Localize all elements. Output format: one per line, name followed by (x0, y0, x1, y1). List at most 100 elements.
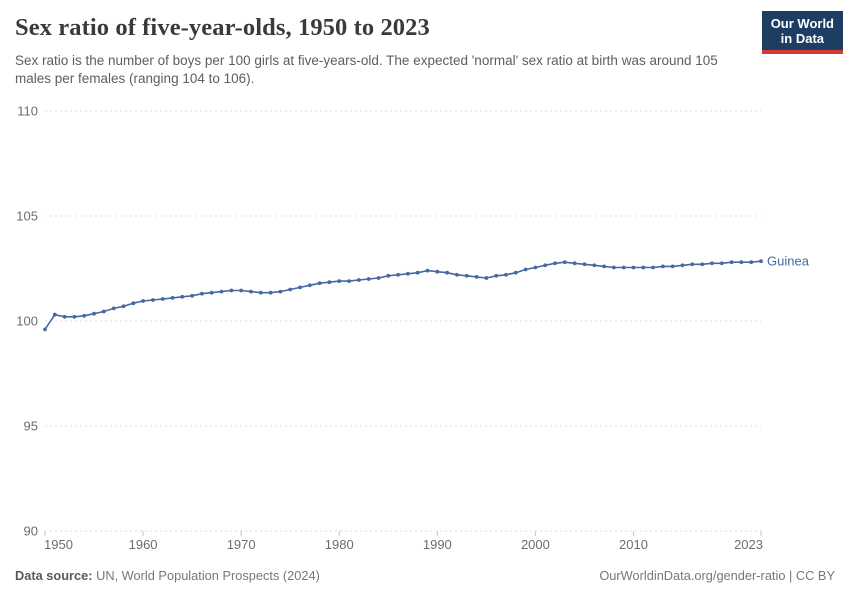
data-point-1984[interactable] (376, 276, 381, 280)
data-point-2007[interactable] (602, 264, 606, 269)
data-point-1991[interactable] (445, 270, 449, 275)
data-point-1989[interactable] (425, 268, 430, 273)
data-point-2008[interactable] (612, 265, 616, 270)
data-point-2021[interactable] (739, 260, 744, 265)
data-point-2011[interactable] (641, 265, 646, 270)
data-point-1973[interactable] (268, 290, 273, 295)
data-point-1961[interactable] (151, 298, 155, 302)
y-axis-label-90: 90 (24, 524, 38, 539)
data-point-1959[interactable] (131, 301, 136, 306)
data-source-text: UN, World Population Prospects (2024) (92, 568, 320, 583)
data-point-1986[interactable] (396, 272, 400, 277)
data-point-1967[interactable] (209, 290, 214, 295)
data-point-2012[interactable] (651, 265, 655, 270)
chart-subtitle: Sex ratio is the number of boys per 100 … (15, 53, 718, 86)
data-point-1999[interactable] (523, 267, 528, 272)
chart-title: Sex ratio of five-year-olds, 1950 to 202… (15, 14, 430, 41)
chart-footer: Data source: UN, World Population Prospe… (15, 568, 835, 583)
data-point-1978[interactable] (317, 281, 322, 286)
data-point-1969[interactable] (229, 288, 234, 293)
data-point-2009[interactable] (621, 265, 626, 270)
x-axis-label-2000: 2000 (521, 537, 550, 552)
data-point-1956[interactable] (101, 309, 106, 314)
logo-red-bar (761, 50, 843, 54)
data-point-2023[interactable] (759, 259, 763, 264)
data-point-1993[interactable] (464, 273, 469, 278)
data-point-2006[interactable] (592, 263, 597, 268)
data-point-2017[interactable] (700, 262, 705, 267)
data-point-1965[interactable] (190, 293, 195, 298)
data-point-1992[interactable] (455, 272, 459, 277)
data-point-1968[interactable] (219, 289, 224, 294)
data-point-1980[interactable] (337, 279, 342, 283)
data-point-1975[interactable] (288, 287, 293, 292)
data-point-1952[interactable] (62, 314, 67, 319)
data-point-1953[interactable] (72, 314, 77, 319)
data-point-2018[interactable] (710, 261, 714, 266)
data-point-1995[interactable] (484, 276, 489, 280)
data-point-1966[interactable] (200, 291, 204, 296)
x-axis-label-2010: 2010 (619, 537, 648, 552)
data-point-2016[interactable] (690, 262, 695, 267)
data-point-2010[interactable] (631, 265, 636, 270)
data-point-1994[interactable] (474, 275, 479, 279)
y-axis-label-110: 110 (17, 104, 38, 119)
data-point-1963[interactable] (170, 296, 175, 300)
x-axis-label-1980: 1980 (325, 537, 354, 552)
data-point-1988[interactable] (415, 270, 420, 275)
data-point-1972[interactable] (258, 290, 263, 295)
line-chart-canvas: 90 95 100 105 110 1950 1960 1970 1980 1990 2000 201… (16, 104, 810, 553)
x-axis-label-1990: 1990 (423, 537, 452, 552)
logo-line-1: Our World (770, 16, 834, 31)
data-point-1962[interactable] (160, 297, 165, 301)
data-point-2001[interactable] (543, 263, 548, 268)
data-point-2004[interactable] (572, 261, 577, 266)
data-point-2015[interactable] (680, 263, 685, 268)
data-point-2000[interactable] (533, 265, 538, 270)
data-point-1997[interactable] (504, 272, 508, 277)
data-point-1996[interactable] (494, 273, 499, 278)
data-point-1977[interactable] (307, 283, 312, 288)
x-axis-label-1950: 1950 (44, 537, 73, 552)
data-source-label: Data source: (15, 568, 93, 583)
data-point-1964[interactable] (180, 294, 185, 299)
data-point-1983[interactable] (366, 277, 371, 281)
data-point-1979[interactable] (327, 280, 332, 285)
data-point-1981[interactable] (347, 279, 351, 283)
y-axis-label-95: 95 (24, 419, 38, 434)
y-axis-label-100: 100 (16, 314, 38, 329)
data-point-2002[interactable] (553, 261, 557, 266)
data-point-1987[interactable] (406, 271, 410, 276)
x-axis-label-1960: 1960 (129, 537, 158, 552)
data-point-1960[interactable] (141, 299, 146, 303)
data-point-1955[interactable] (92, 311, 96, 316)
data-point-1971[interactable] (249, 289, 253, 294)
data-point-2003[interactable] (562, 260, 567, 265)
data-source: Data source: UN, World Population Prospe… (15, 568, 320, 583)
owid-logo[interactable]: Our World in Data (761, 11, 843, 54)
data-point-1950[interactable] (43, 327, 47, 332)
data-point-1954[interactable] (82, 313, 87, 318)
data-point-1958[interactable] (121, 304, 126, 309)
credit-link[interactable]: OurWorldinData.org/gender-ratio | CC BY (599, 568, 835, 583)
data-point-1957[interactable] (111, 306, 116, 311)
logo-line-2: in Data (780, 31, 825, 46)
data-point-1998[interactable] (513, 270, 518, 275)
data-point-1982[interactable] (357, 278, 361, 282)
data-point-2019[interactable] (719, 261, 724, 266)
data-point-1985[interactable] (386, 273, 391, 278)
data-point-2020[interactable] (729, 260, 734, 265)
data-point-1990[interactable] (435, 269, 440, 274)
data-point-2022[interactable] (749, 260, 754, 265)
series-line-guinea[interactable] (44, 260, 762, 330)
data-point-1976[interactable] (298, 285, 302, 290)
series-label-guinea[interactable]: Guinea (767, 254, 810, 269)
data-point-2005[interactable] (582, 262, 587, 267)
data-point-1970[interactable] (239, 288, 244, 293)
data-point-1974[interactable] (278, 289, 283, 294)
data-point-2013[interactable] (661, 264, 665, 269)
data-point-2014[interactable] (670, 264, 675, 269)
data-point-1951[interactable] (52, 312, 57, 317)
